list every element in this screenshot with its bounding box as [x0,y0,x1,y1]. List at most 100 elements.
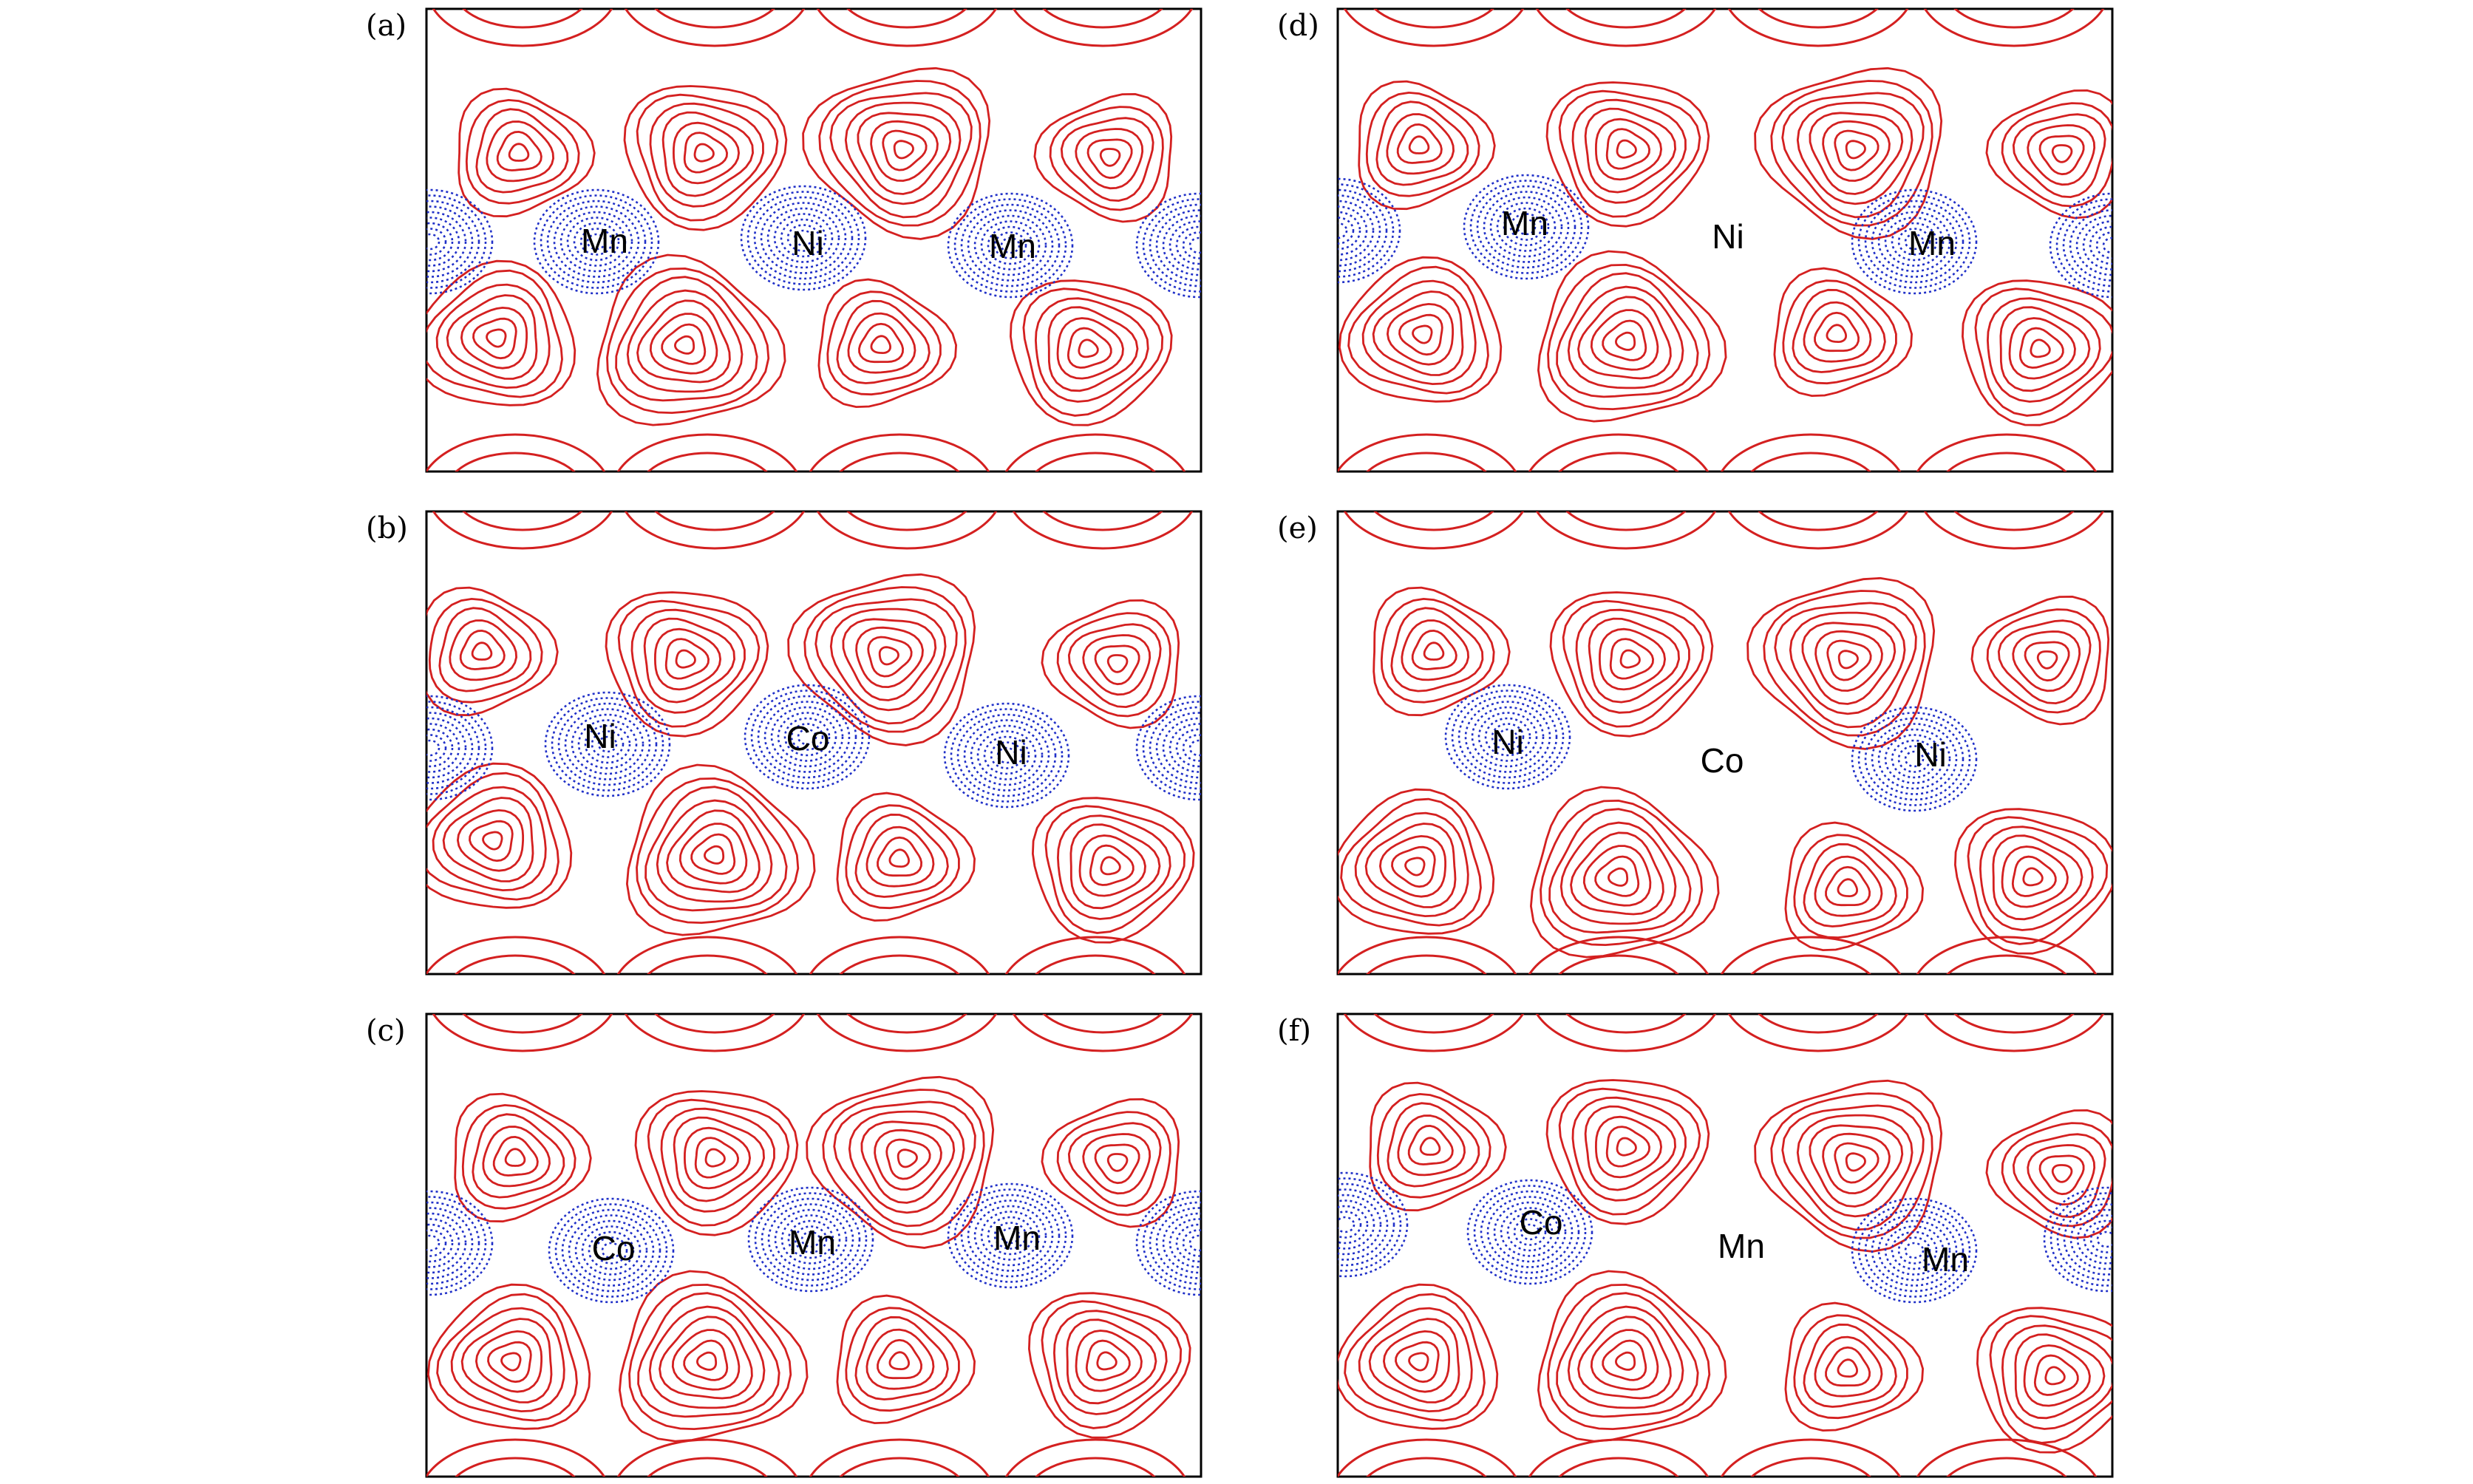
negative-contour [551,697,664,792]
edge-contour [1758,511,1879,531]
positive-contour [893,140,914,160]
positive-contour [1577,296,1672,380]
negative-contour [786,224,820,252]
negative-contour [1891,739,1938,779]
positive-contour [1845,140,1866,160]
negative-contour [2056,1197,2112,1282]
positive-contour [865,826,935,888]
negative-contour [1338,217,1355,245]
edge-contour [1720,1438,1902,1477]
panel-e: (e) Ni Co Ni [1277,510,2114,976]
positive-contour [1598,627,1667,691]
edge-contour [1750,452,1871,472]
positive-contour [2022,867,2044,887]
negative-contour [601,1242,622,1259]
negative-contour [1497,728,1518,746]
panel-a: (a) Mn Ni Mn [366,7,1203,473]
negative-contour [1155,712,1201,784]
panel-d: (d) Mn Ni Mn [1277,7,2114,473]
edge-contour [1528,433,1710,472]
negative-contour [1338,188,1388,273]
positive-contour [1809,112,1904,195]
positive-contour [2030,338,2051,358]
contour-plot-f [1338,1014,2112,1477]
panel-label-d: (d) [1277,9,1319,43]
panel-label-c: (c) [366,1014,406,1048]
positive-contour [1060,117,1154,202]
negative-contour [426,728,454,768]
negative-contour [1182,1229,1201,1257]
negative-contour [1169,1218,1201,1268]
edge-contour [616,1438,798,1477]
negative-contour [1471,706,1545,768]
negative-contour [584,724,631,764]
positive-contour [888,848,911,868]
negative-contour [581,1225,642,1276]
edge-contour [1916,433,2098,472]
positive-contour [1049,106,1164,211]
positive-contour [1545,1079,1710,1225]
negative-contour [1871,1214,1958,1287]
positive-contour [888,1351,911,1371]
positive-contour [1999,306,2091,392]
atom-label-f-1: Co [1520,1203,1563,1242]
negative-contour [1489,196,1563,258]
negative-contour [553,205,640,278]
positive-contour [1558,89,1701,218]
positive-contour [1547,1283,1711,1431]
negative-contour [2062,203,2112,287]
negative-contour [1149,1201,1201,1285]
positive-contour [1066,1318,1157,1405]
edge-contour [839,1457,960,1477]
edge-contour [1923,9,2105,47]
positive-contour [1372,586,1511,717]
positive-contour [454,1092,592,1223]
positive-contour [648,1305,766,1409]
edge-contour [1528,936,1710,974]
positive-contour [486,328,507,348]
edge-contour [1558,1457,1679,1477]
negative-contour [564,708,651,780]
negative-contour [1864,1208,1965,1293]
edge-contour [1535,511,1717,550]
negative-contour [426,706,480,790]
positive-contour [693,143,715,163]
negative-contour [1338,183,1395,278]
positive-contour [617,599,761,728]
negative-contour [1457,695,1558,779]
negative-contour [967,1199,1054,1272]
edge-contour [1373,9,1494,29]
positive-contour [469,820,514,862]
negative-contour [426,233,440,251]
edge-contour [1558,954,1679,974]
positive-contour [1075,128,1144,190]
positive-contour [653,627,722,691]
negative-contour [1188,739,1201,757]
positive-contour [623,85,788,231]
negative-contour [1338,1211,1362,1239]
positive-contour [826,290,942,396]
edge-contour [432,511,613,550]
positive-contour [1594,1115,1663,1179]
negative-contour [1520,1223,1540,1241]
positive-contour [1380,597,1495,704]
positive-contour [449,619,518,681]
negative-contour [1491,723,1525,751]
positive-contour [1781,92,1925,219]
positive-contour [2012,1133,2106,1219]
positive-contour [1556,272,1699,398]
positive-contour [818,80,982,227]
negative-contour [953,1188,1067,1283]
positive-contour [829,607,947,712]
positive-contour [836,1294,976,1425]
negative-contour [1484,717,1531,757]
positive-contour [854,813,949,898]
atom-label-e-1: Ni [1491,723,1523,761]
positive-contour [1801,622,1897,705]
negative-contour [588,1231,635,1270]
positive-contour [1571,1096,1687,1202]
positive-contour [2001,1122,2112,1228]
positive-contour [487,1341,532,1383]
contour-plot-b [426,511,1201,974]
